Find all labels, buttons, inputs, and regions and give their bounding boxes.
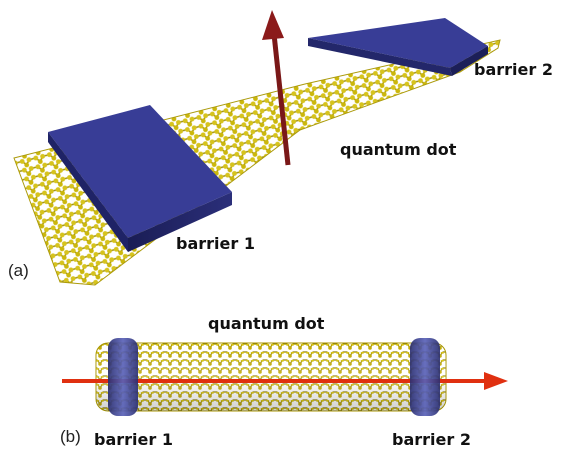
quantum-dot-label: quantum dot [340,140,457,159]
barrier-1-ring [108,338,138,416]
barrier-1-label-b: barrier 1 [94,430,173,449]
panel-a-label: (a) [8,261,29,280]
barrier-1-label: barrier 1 [176,234,255,253]
barrier-2-label: barrier 2 [474,60,553,79]
barrier-1-slab [48,105,232,252]
barrier-2-ring [410,338,440,416]
nanotube [95,342,447,412]
field-arrow [262,10,291,166]
barrier-2-label-b: barrier 2 [392,430,471,449]
panel-b-label: (b) [60,427,81,446]
quantum-dot-label-b: quantum dot [208,314,325,333]
barrier-2-slab [308,18,488,76]
